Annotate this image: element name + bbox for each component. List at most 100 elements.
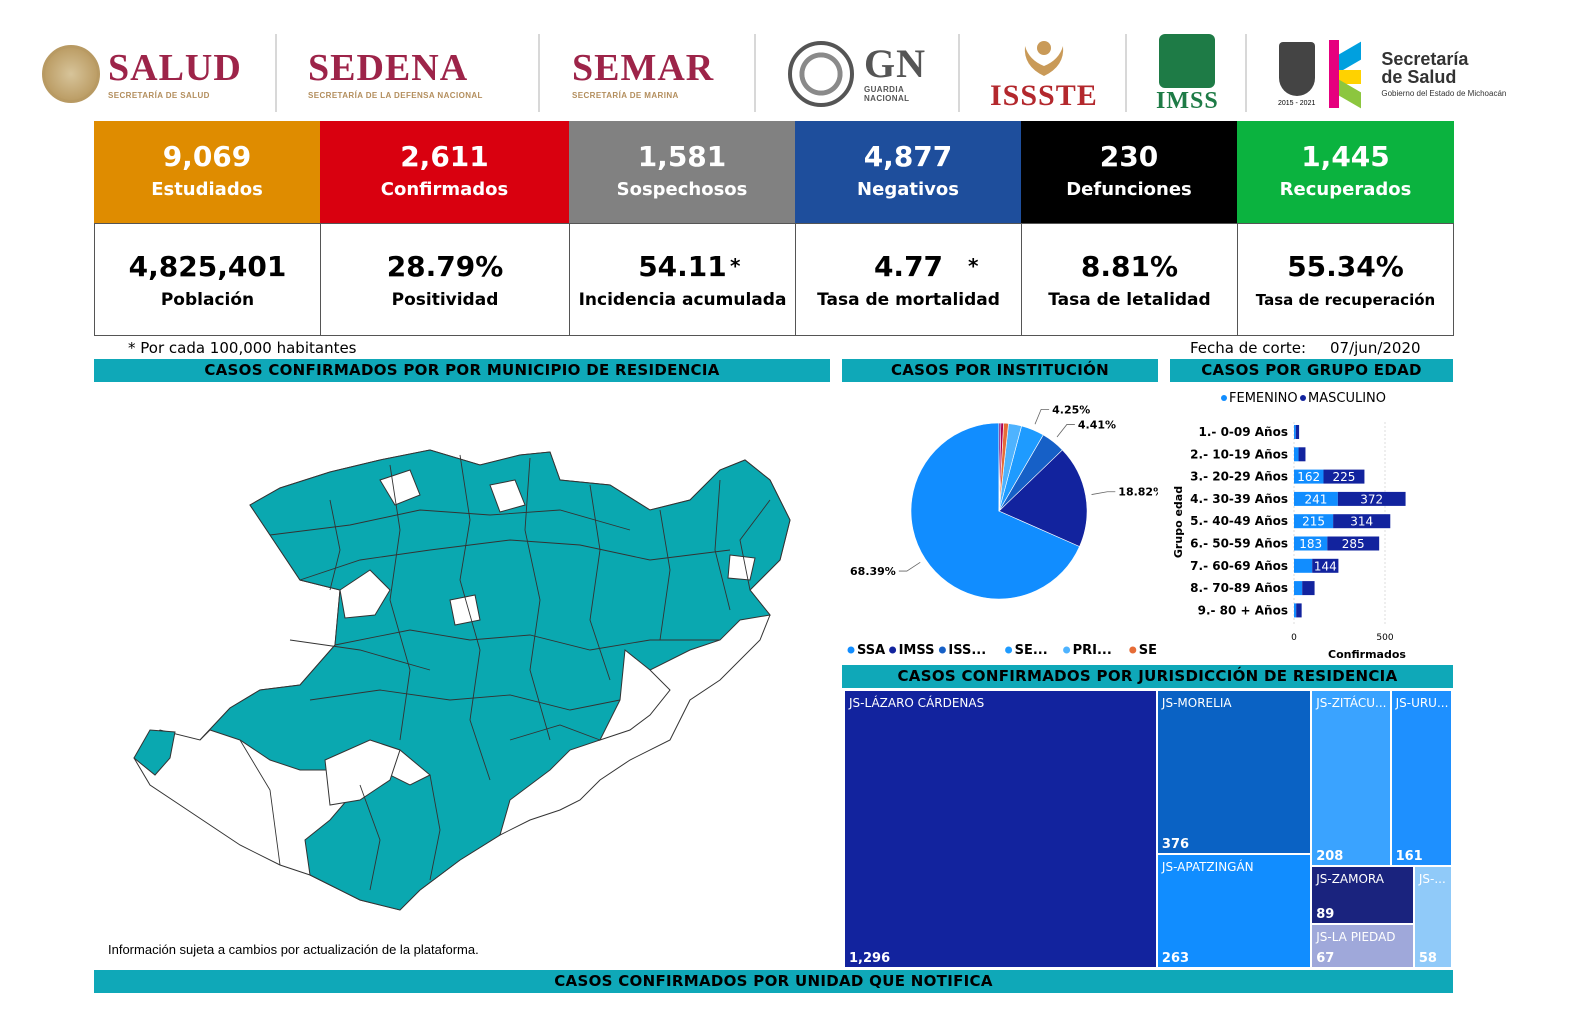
pie-slice bbox=[998, 449, 1088, 547]
age-bar-label: 215 bbox=[1302, 515, 1325, 529]
gn-sub1: GUARDIA bbox=[864, 85, 905, 94]
kpi-card-estudiados: 9,069 Estudiados bbox=[94, 121, 320, 223]
pie-percent-label: 4.25% bbox=[1052, 403, 1090, 416]
kpi-row: 9,069 Estudiados 2,611 Confirmados 1,581… bbox=[94, 121, 1454, 223]
logo-separator bbox=[754, 34, 756, 112]
pie-leader-line bbox=[1056, 424, 1075, 438]
pie-slice bbox=[998, 422, 1002, 512]
treemap-tile: JS-APATZINGÁN 263 bbox=[1156, 853, 1312, 968]
logo-separator bbox=[958, 34, 960, 112]
kpi-card-negativos: 4,877 Negativos bbox=[795, 121, 1021, 223]
logo-separator bbox=[275, 34, 277, 112]
treemap-tile: JS-ZAMORA 89 bbox=[1311, 865, 1414, 925]
pie-leader-line bbox=[898, 562, 921, 572]
age-bar bbox=[1327, 536, 1380, 551]
treemap-tile-value: 263 bbox=[1161, 950, 1190, 966]
logo-separator bbox=[1125, 34, 1127, 112]
kpi-label: Confirmados bbox=[380, 179, 509, 200]
kpi-value: 230 bbox=[1099, 140, 1159, 173]
age-category-label: 4.- 30-39 Años bbox=[1190, 492, 1288, 506]
pie-percent-label: 4.41% bbox=[1078, 418, 1116, 431]
asterisk-mark: * bbox=[730, 254, 741, 278]
imss-logo: IMSS bbox=[1156, 32, 1219, 116]
stat-letalidad: 8.81% Tasa de letalidad bbox=[1022, 224, 1238, 335]
stat-label: Tasa de letalidad bbox=[1048, 289, 1211, 310]
treemap-tile-name: JS-LA PIEDAD bbox=[1316, 930, 1396, 945]
treemap-tile: JS-URU... 161 bbox=[1390, 690, 1452, 866]
kpi-label: Negativos bbox=[857, 179, 959, 200]
banner-edad: CASOS POR GRUPO EDAD bbox=[1170, 359, 1453, 382]
legend-label: PRI... bbox=[1073, 643, 1112, 658]
treemap-tile-value: 1,296 bbox=[849, 951, 891, 966]
michoacan-line3: Gobierno del Estado de Michoacán bbox=[1381, 89, 1507, 98]
map-hole bbox=[727, 554, 756, 581]
age-legend: FEMENINO MASCULINO bbox=[1221, 391, 1386, 406]
kpi-card-confirmados: 2,611 Confirmados bbox=[320, 121, 569, 223]
age-bar bbox=[1295, 425, 1300, 439]
pie-slice bbox=[910, 422, 1080, 600]
treemap-tile: JS-MORELIA 376 bbox=[1156, 690, 1312, 854]
legend-label: ISS... bbox=[948, 643, 986, 658]
mexico-seal-icon bbox=[42, 45, 100, 103]
legend-label: SE... bbox=[1015, 643, 1048, 658]
age-category-label: 1.- 0-09 Años bbox=[1199, 425, 1289, 439]
kpi-label: Sospechosos bbox=[616, 179, 748, 200]
stat-value: 4,825,401 bbox=[128, 249, 287, 283]
age-category-label: 5.- 40-49 Años bbox=[1190, 514, 1288, 528]
pie-leader-line bbox=[1091, 491, 1116, 495]
x-axis-label: Confirmados bbox=[1328, 648, 1406, 661]
stat-poblacion: 4,825,401 Población bbox=[95, 224, 321, 335]
stat-value: 54.11 bbox=[638, 249, 727, 283]
age-bar-label: 241 bbox=[1304, 492, 1327, 506]
michoacan-line1: Secretaría bbox=[1381, 49, 1469, 69]
age-group-bar-chart: FEMENINO MASCULINO 1.- 0-09 Años 2.- 10-19… bbox=[1172, 391, 1406, 661]
treemap-tile-value: 376 bbox=[1161, 836, 1190, 852]
x-tick-label: 0 bbox=[1291, 633, 1297, 643]
legend-label: FEMENINO bbox=[1229, 391, 1298, 406]
treemap-tile: JS-LÁZARO CÁRDENAS 1,296 bbox=[844, 690, 1157, 968]
stat-mortalidad: 4.77 Tasa de mortalidad * bbox=[796, 224, 1022, 335]
treemap-tile-value: 67 bbox=[1316, 950, 1335, 966]
gn-logo: GN GUARDIA NACIONAL bbox=[788, 32, 926, 116]
age-category-label: 9.- 80 + Años bbox=[1198, 603, 1288, 617]
treemap-tile-value: 89 bbox=[1316, 907, 1335, 923]
pie-percent-label: 68.39% bbox=[850, 565, 896, 578]
age-bar bbox=[1294, 491, 1338, 506]
legend-dot bbox=[1129, 646, 1137, 654]
gn-name: GN bbox=[864, 41, 926, 86]
pie-percent-label: 18.82% bbox=[1118, 486, 1158, 499]
treemap-tile-name: JS-ZAMORA bbox=[1316, 871, 1384, 886]
age-category-label: 2.- 10-19 Años bbox=[1190, 447, 1288, 461]
legend-dot bbox=[938, 646, 946, 654]
jurisdiction-treemap: JS-LÁZARO CÁRDENAS 1,296 JS-MORELIA 376 JS-A… bbox=[844, 690, 1452, 968]
sedena-sub: SECRETARÍA DE LA DEFENSA NACIONAL bbox=[308, 90, 483, 100]
age-bar bbox=[1294, 514, 1334, 529]
legend-label: SE... bbox=[1139, 643, 1158, 658]
issste-hands-icon bbox=[1024, 41, 1064, 76]
age-bar bbox=[1294, 558, 1313, 573]
age-bar bbox=[1302, 581, 1315, 596]
y-axis-label: Grupo edad bbox=[1172, 486, 1185, 558]
banner-municipio: CASOS CONFIRMADOS POR POR MUNICIPIO DE R… bbox=[94, 359, 830, 382]
logo-separator bbox=[1245, 34, 1247, 112]
kpi-value: 1,581 bbox=[637, 140, 727, 173]
treemap-tile: JS-LA PIEDAD 67 bbox=[1311, 924, 1414, 968]
sedena-logo: SEDENA SECRETARÍA DE LA DEFENSA NACIONAL bbox=[308, 32, 483, 116]
stat-value: 28.79% bbox=[386, 249, 504, 283]
age-bar bbox=[1333, 514, 1391, 529]
gn-sub2: NACIONAL bbox=[864, 94, 910, 103]
stat-incidencia: 54.11 Incidencia acumulada * bbox=[570, 224, 796, 335]
legend-dot bbox=[889, 646, 897, 654]
stat-label: Positividad bbox=[391, 289, 499, 310]
cutoff-label: Fecha de corte: bbox=[1190, 339, 1307, 357]
semar-name: SEMAR bbox=[572, 46, 715, 89]
logo-header: SALUD SECRETARÍA DE SALUD SEDENA SECRETA… bbox=[0, 0, 1595, 120]
kpi-value: 1,445 bbox=[1301, 140, 1390, 173]
municipality-borders bbox=[239, 454, 771, 891]
map-hole bbox=[489, 479, 526, 513]
age-bar bbox=[1294, 603, 1297, 618]
age-bar-label: 183 bbox=[1299, 537, 1322, 551]
banner-unidad: CASOS CONFIRMADOS POR UNIDAD QUE NOTIFIC… bbox=[94, 970, 1453, 993]
kpi-label: Defunciones bbox=[1066, 179, 1192, 200]
age-category-label: 6.- 50-59 Años bbox=[1190, 537, 1288, 551]
